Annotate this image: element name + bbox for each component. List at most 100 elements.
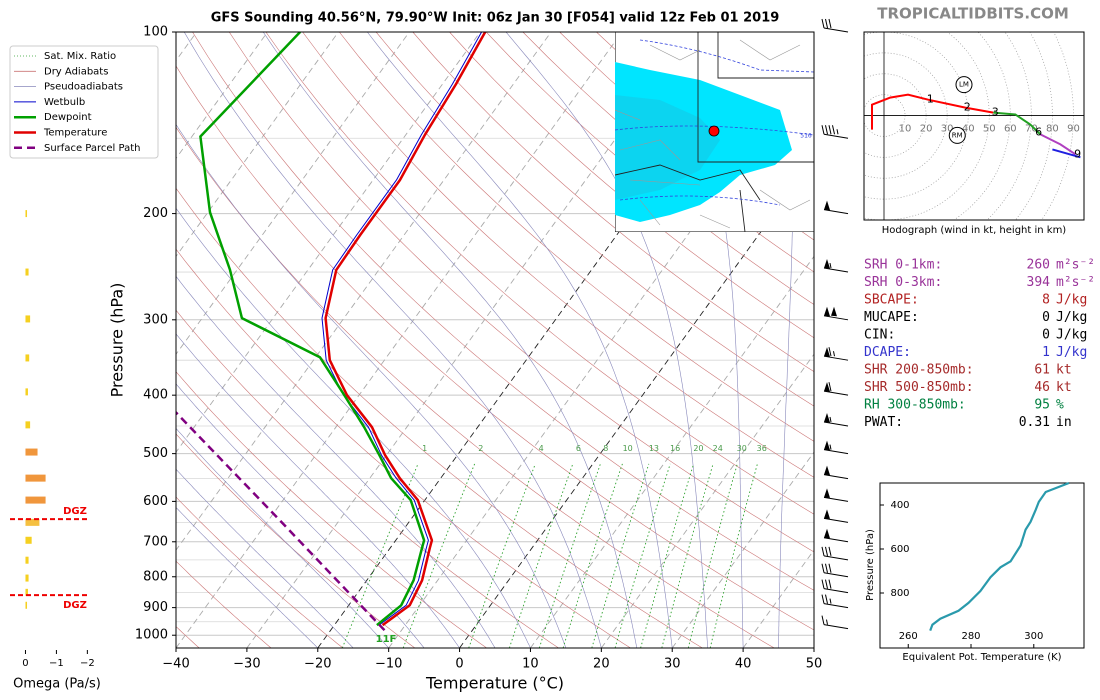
wind-barb (823, 509, 849, 523)
legend-label: Dewpoint (44, 112, 92, 123)
x-tick-label: −10 (375, 657, 402, 672)
y-tick-label: 500 (143, 446, 168, 461)
barb-pennant (824, 259, 830, 269)
barb-staff (823, 496, 849, 502)
mixing-ratio-line (468, 463, 536, 648)
barb-full (821, 546, 825, 556)
mixing-ratio-line (402, 463, 476, 648)
omega-bar (25, 574, 29, 582)
mixing-ratio-label: 36 (757, 444, 767, 453)
wind-barb (821, 563, 849, 578)
barb-full (828, 347, 832, 357)
mixing-ratio-line (538, 463, 601, 648)
barb-full (828, 18, 832, 29)
mixing-ratio-line (661, 463, 714, 648)
y-tick-label: 300 (143, 312, 168, 327)
x-tick-label: 30 (664, 657, 681, 672)
barb-staff (823, 588, 849, 594)
barb-half (829, 262, 832, 269)
y-tick-label: 800 (143, 569, 168, 584)
hodograph-frame (863, 31, 1085, 221)
omega-bar (25, 388, 28, 396)
x-tick-label: −30 (233, 657, 260, 672)
mixing-ratio-line (591, 463, 650, 648)
param-label: CIN: (864, 328, 895, 343)
param-value: 8 (1042, 293, 1050, 308)
height-label: 9 (1074, 147, 1081, 160)
x-tick-label: 300 (1024, 631, 1043, 642)
barb-pennant (824, 382, 830, 392)
mixing-ratio-label: 13 (649, 444, 659, 453)
barb-staff (823, 390, 849, 396)
height-contours (615, 39, 814, 206)
barb-half (836, 129, 839, 135)
barb-pennant (824, 440, 830, 451)
plot-frame (175, 31, 815, 649)
pseudoadiabat (176, 275, 496, 648)
dry-adiabat (176, 309, 559, 648)
dry-adiabat (228, 32, 814, 553)
legend-label: Pseudoadiabats (44, 82, 123, 93)
omega-bar (25, 268, 29, 276)
legend-label: Surface Parcel Path (44, 143, 140, 154)
mixing-ratio-label: 30 (737, 444, 747, 453)
y-tick-label: 800 (890, 588, 909, 599)
wind-barb (823, 306, 849, 321)
y-axis-label: Pressure (hPa) (108, 283, 127, 398)
param-label: SRH 0-1km: (864, 258, 942, 273)
omega-bar (25, 315, 31, 323)
y-tick-label: 900 (143, 600, 168, 615)
legend-label: Wetbulb (44, 97, 85, 108)
wind-barb (821, 594, 849, 609)
barb-staff (823, 603, 849, 609)
x-tick-label: 0 (455, 657, 463, 672)
param-value: 0 (1042, 310, 1050, 325)
barb-half (829, 444, 832, 450)
x-axis-label: Temperature (°C) (425, 674, 564, 693)
param-value: 394 (1027, 275, 1051, 290)
barb-staff (823, 315, 849, 321)
mixing-ratio-line (341, 463, 419, 648)
wind-barb (823, 440, 849, 455)
isotherm (176, 32, 268, 160)
storm-motion-label: RM (952, 131, 963, 139)
y-tick-label: 400 (890, 500, 909, 511)
x-tick-label: 280 (961, 631, 980, 642)
param-label: RH 300-850mb: (864, 398, 966, 413)
profile-line (199, 32, 426, 627)
dry-adiabat (176, 65, 814, 631)
omega-bar (25, 354, 30, 362)
barb-full (821, 125, 825, 135)
theta-e-frame (879, 482, 1085, 649)
dry-adiabat (339, 32, 814, 442)
y-tick-label: 600 (890, 544, 909, 555)
wind-barb (821, 125, 849, 139)
dry-adiabat (176, 371, 487, 648)
pseudoadiabat (176, 506, 319, 648)
dry-adiabat (485, 32, 814, 305)
barb-full (828, 382, 832, 392)
ring-label: 70 (1025, 124, 1038, 135)
pseudoadiabat (176, 383, 425, 648)
x-tick-label: 10 (522, 657, 539, 672)
theta-e-profile: 260 280 300 400 600 800 Pressure (hPa) Equivale… (865, 481, 1085, 663)
dry-adiabat (176, 560, 272, 648)
y-tick-label: 100 (143, 25, 168, 40)
hodograph: 10 20 30 40 50 60 70 80 90 1 2 3 6 9 LM RM Hodograph (wi… (863, 31, 1085, 236)
wind-barb (823, 413, 849, 427)
county-lines (615, 39, 811, 229)
barb-full (821, 615, 825, 625)
barb-full (825, 579, 828, 589)
wind-barb (823, 347, 849, 361)
y-tick-label: 200 (143, 206, 168, 221)
dry-adiabat (375, 32, 814, 407)
barb-full (828, 125, 832, 135)
param-value: 46 (1034, 380, 1050, 395)
omega-bar (25, 518, 40, 526)
wind-barb (821, 579, 849, 594)
barb-staff (823, 421, 849, 427)
barb-pennant (824, 465, 830, 476)
pseudoadiabat (176, 333, 460, 648)
pseudoadiabat (183, 32, 602, 648)
dry-adiabat (265, 32, 814, 515)
